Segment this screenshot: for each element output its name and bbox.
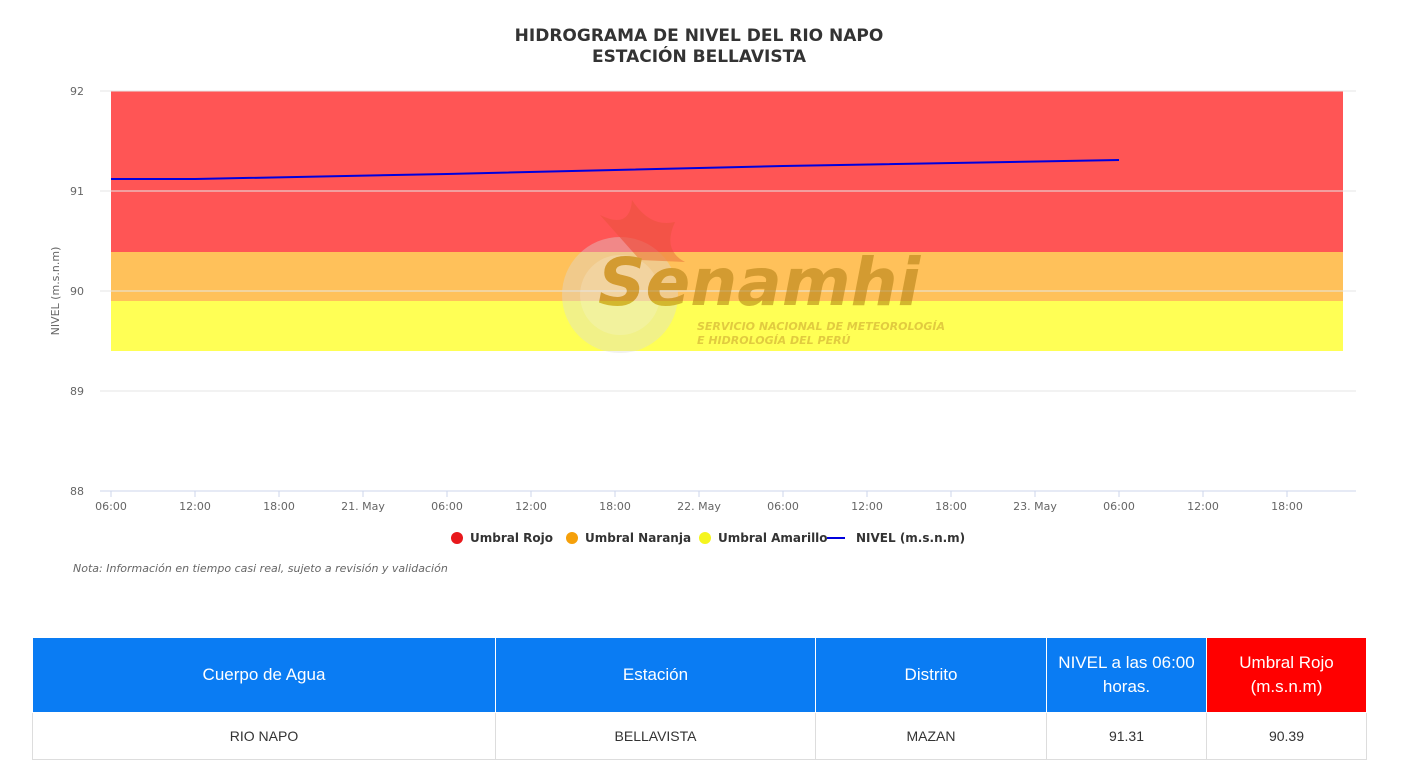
grid-lines	[100, 90, 1356, 392]
hydrograph-chart: HIDROGRAMA DE NIVEL DEL RIO NAPO ESTACIÓ…	[49, 26, 1356, 575]
y-tick-label: 92	[70, 85, 84, 98]
x-tick-label: 06:00	[431, 500, 463, 513]
x-tick-label: 06:00	[767, 500, 799, 513]
x-tick-label: 12:00	[1187, 500, 1219, 513]
band-umbral-amarillo	[111, 301, 1343, 351]
chart-title-line1: HIDROGRAMA DE NIVEL DEL RIO NAPO	[515, 26, 884, 46]
legend-marker-umbral-naranja	[566, 532, 578, 544]
cell-nivel: 91.31	[1046, 712, 1207, 760]
cell-distrito: MAZAN	[815, 712, 1047, 760]
x-tick-label: 12:00	[851, 500, 883, 513]
x-tick-label: 06:00	[95, 500, 127, 513]
y-axis-title: NIVEL (m.s.n.m)	[49, 247, 62, 336]
threshold-bands	[111, 91, 1343, 351]
legend-label: Umbral Amarillo	[718, 531, 828, 545]
series-layer	[111, 159, 1120, 180]
station-table: Cuerpo de Agua Estación Distrito NIVEL a…	[32, 637, 1367, 760]
watermark-text: Senamhi	[598, 244, 922, 321]
x-tick-label: 06:00	[1103, 500, 1135, 513]
legend-marker-umbral-amarillo	[699, 532, 711, 544]
legend: Umbral Rojo Umbral Naranja Umbral Amarillo…	[451, 531, 965, 545]
band-umbral-naranja	[111, 252, 1343, 301]
legend-marker-umbral-rojo	[451, 532, 463, 544]
senamhi-watermark: Senamhi SERVICIO NACIONAL DE METEOROLOGÍ…	[562, 200, 945, 353]
table-header-row: Cuerpo de Agua Estación Distrito NIVEL a…	[32, 637, 1367, 713]
header-nivel: NIVEL a las 06:00 horas.	[1046, 637, 1207, 713]
legend-label: Umbral Naranja	[585, 531, 691, 545]
header-cuerpo-de-agua: Cuerpo de Agua	[32, 637, 496, 713]
legend-label: NIVEL (m.s.n.m)	[856, 531, 965, 545]
header-umbral-rojo: Umbral Rojo (m.s.n.m)	[1206, 637, 1367, 713]
cell-cuerpo-de-agua: RIO NAPO	[32, 712, 496, 760]
header-distrito: Distrito	[815, 637, 1047, 713]
legend-label: Umbral Rojo	[470, 531, 553, 545]
x-tick-label: 18:00	[1271, 500, 1303, 513]
chart-svg: HIDROGRAMA DE NIVEL DEL RIO NAPO ESTACIÓ…	[49, 26, 1356, 575]
y-tick-label: 91	[70, 185, 84, 198]
watermark-subtitle-line2: E HIDROLOGÍA DEL PERÚ	[697, 334, 851, 347]
x-tick-label: 18:00	[599, 500, 631, 513]
header-estacion: Estación	[495, 637, 816, 713]
x-tick-label: 22. May	[677, 500, 721, 513]
chart-title-line2: ESTACIÓN BELLAVISTA	[592, 45, 807, 67]
x-tick-label: 12:00	[179, 500, 211, 513]
y-tick-label: 88	[70, 485, 84, 498]
x-tick-label: 23. May	[1013, 500, 1057, 513]
sun-logo-icon	[562, 200, 685, 353]
band-umbral-rojo	[111, 91, 1343, 252]
nivel-series-line	[111, 159, 1120, 180]
y-tick-label: 89	[70, 385, 84, 398]
cell-estacion: BELLAVISTA	[495, 712, 816, 760]
y-tick-label: 90	[70, 285, 84, 298]
chart-note: Nota: Información en tiempo casi real, s…	[73, 562, 448, 575]
x-tick-label: 12:00	[515, 500, 547, 513]
x-tick-label: 21. May	[341, 500, 385, 513]
y-tick-labels: 88 89 90 91 92	[70, 85, 84, 498]
x-tick-label: 18:00	[935, 500, 967, 513]
watermark-subtitle-line1: SERVICIO NACIONAL DE METEOROLOGÍA	[697, 320, 945, 333]
cell-umbral-rojo: 90.39	[1206, 712, 1367, 760]
table-row: RIO NAPO BELLAVISTA MAZAN 91.31 90.39	[32, 712, 1367, 760]
x-tick-label: 18:00	[263, 500, 295, 513]
x-tick-labels: 06:00 12:00 18:00 21. May 06:00 12:00 18:00 22.…	[95, 491, 1303, 513]
